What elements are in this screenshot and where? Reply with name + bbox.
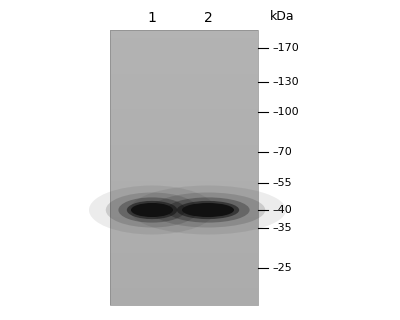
Text: –170: –170 [272,43,299,53]
Ellipse shape [127,201,177,219]
Text: –55: –55 [272,178,292,188]
Ellipse shape [118,197,186,223]
Ellipse shape [182,203,234,217]
Text: –130: –130 [272,77,299,87]
Ellipse shape [130,186,286,235]
Ellipse shape [151,193,265,228]
Text: –100: –100 [272,107,299,117]
Ellipse shape [131,203,173,217]
Bar [110,30,258,305]
Ellipse shape [89,186,215,235]
Text: 1: 1 [148,11,156,25]
Text: –25: –25 [272,263,292,273]
Ellipse shape [166,197,250,223]
Text: –35: –35 [272,223,292,233]
Ellipse shape [177,201,239,219]
Text: –70: –70 [272,147,292,157]
Text: –40: –40 [272,205,292,215]
Text: 2: 2 [204,11,212,25]
Text: kDa: kDa [270,10,295,22]
Ellipse shape [106,193,198,228]
